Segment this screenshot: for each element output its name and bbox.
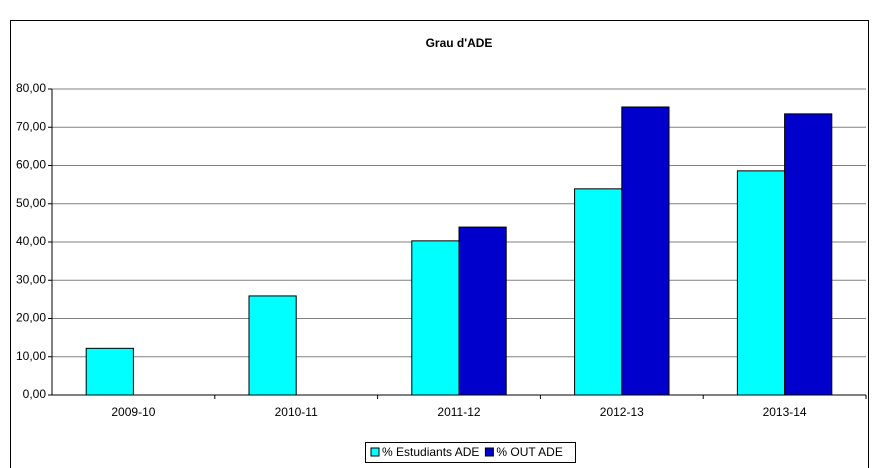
bar [411, 240, 460, 396]
legend-swatch [484, 447, 494, 457]
legend-box [365, 442, 576, 463]
x-tick-label: 2012-13 [600, 405, 644, 419]
bar [784, 113, 833, 396]
chart-title: Grau d'ADE [426, 36, 493, 50]
bar [621, 106, 670, 396]
bar [248, 295, 297, 396]
y-tick-label: 60,00 [16, 158, 46, 172]
bar [574, 188, 623, 396]
y-tick-label: 0,00 [23, 387, 47, 401]
bar [458, 226, 507, 396]
x-tick-label: 2010-11 [275, 405, 318, 419]
y-tick-label: 80,00 [16, 81, 46, 95]
x-tick-label: 2009-10 [111, 405, 155, 419]
y-tick-label: 30,00 [16, 272, 46, 286]
y-tick-label: 10,00 [16, 349, 46, 363]
bar [85, 347, 134, 396]
y-tick-label: 50,00 [16, 196, 46, 210]
x-tick-label: 2013-14 [763, 405, 807, 419]
legend-swatch [370, 447, 380, 457]
y-tick-label: 40,00 [16, 234, 46, 248]
y-tick-label: 20,00 [16, 311, 46, 325]
legend-label: % OUT ADE [496, 445, 562, 459]
legend-label: % Estudiants ADE [382, 445, 479, 459]
y-tick-label: 70,00 [16, 119, 46, 133]
x-tick-label: 2011-12 [437, 405, 480, 419]
bar [736, 170, 786, 396]
